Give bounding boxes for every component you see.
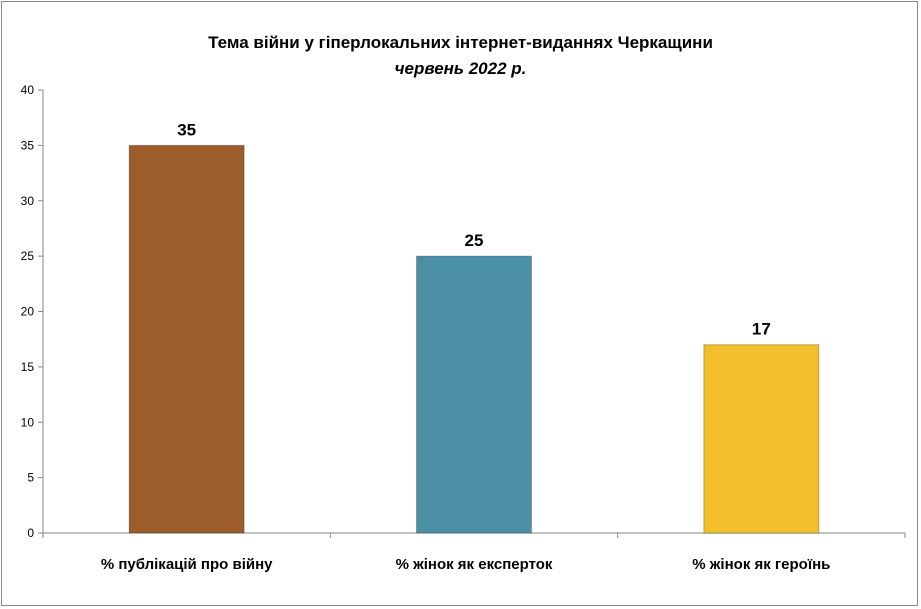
chart-subtitle: червень 2022 р. bbox=[394, 59, 527, 78]
y-tick-label: 35 bbox=[21, 138, 35, 152]
y-tick-label: 15 bbox=[21, 360, 35, 374]
bar bbox=[128, 144, 245, 534]
data-label: 35 bbox=[177, 120, 196, 139]
data-label: 25 bbox=[465, 231, 484, 250]
category-label: % публікацій про війну bbox=[101, 556, 273, 573]
bar bbox=[703, 344, 820, 534]
y-tick-label: 5 bbox=[27, 471, 34, 485]
data-label: 17 bbox=[752, 320, 771, 339]
y-tick-label: 0 bbox=[27, 526, 34, 540]
y-tick-label: 30 bbox=[21, 194, 35, 208]
category-label: % жінок як експерток bbox=[396, 556, 553, 573]
y-tick-label: 25 bbox=[21, 249, 35, 263]
y-tick-label: 20 bbox=[21, 305, 35, 319]
bar bbox=[416, 255, 532, 534]
y-tick-label: 10 bbox=[21, 415, 35, 429]
chart-title: Тема війни у гіперлокальних інтернет-вид… bbox=[208, 33, 713, 52]
category-label: % жінок як героїнь bbox=[692, 556, 830, 573]
y-tick-label: 40 bbox=[21, 83, 35, 97]
